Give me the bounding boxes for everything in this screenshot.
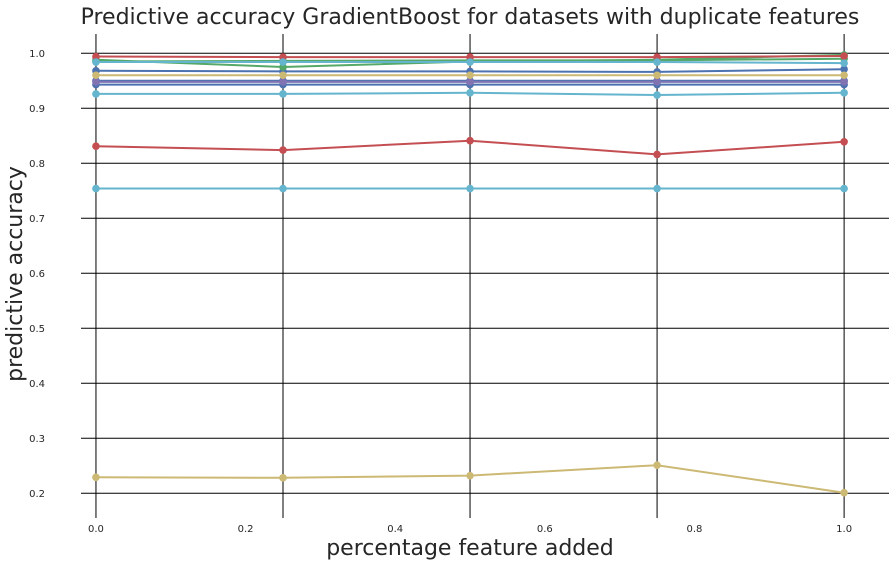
- series-7: [92, 78, 848, 86]
- data-point: [92, 142, 100, 150]
- data-point: [466, 89, 474, 97]
- data-point: [466, 184, 474, 193]
- series-9: [92, 461, 848, 497]
- data-point: [466, 136, 474, 145]
- y-tick-label: 0.4: [29, 379, 45, 390]
- series-10: [92, 89, 848, 99]
- y-axis-label: predictive accuracy: [3, 166, 28, 382]
- data-point: [653, 461, 661, 470]
- x-tick-label: 0.0: [88, 524, 104, 535]
- data-point: [653, 91, 661, 99]
- data-point: [840, 59, 848, 67]
- series-11: [92, 184, 848, 193]
- y-tick-label: 0.9: [29, 104, 45, 115]
- y-tick-label: 0.3: [29, 434, 45, 445]
- data-point: [466, 471, 474, 480]
- data-point: [840, 65, 848, 73]
- data-point: [92, 184, 100, 193]
- data-point: [466, 58, 474, 66]
- data-point: [92, 473, 100, 482]
- chart-title: Predictive accuracy GradientBoost for da…: [81, 5, 860, 30]
- series-lines: [92, 51, 848, 497]
- data-point: [840, 89, 848, 97]
- data-point: [92, 90, 100, 98]
- data-point: [279, 78, 287, 86]
- data-point: [279, 474, 287, 482]
- series-12: [92, 58, 848, 67]
- data-point: [279, 90, 287, 98]
- data-point: [840, 71, 848, 80]
- y-tick-label: 0.6: [29, 269, 45, 280]
- x-tick-label: 0.6: [537, 524, 553, 535]
- data-point: [653, 184, 661, 193]
- x-tick-label: 0.8: [687, 524, 703, 535]
- data-point: [279, 58, 287, 66]
- data-point: [279, 146, 287, 154]
- data-point: [840, 78, 848, 86]
- data-point: [92, 71, 100, 80]
- y-tick-label: 1.0: [29, 49, 45, 60]
- data-point: [840, 52, 848, 60]
- x-tick-label: 1.0: [836, 524, 852, 535]
- y-tick-label: 0.2: [29, 489, 45, 500]
- series-6: [92, 136, 848, 159]
- grid: [81, 34, 889, 518]
- x-tick-labels: 0.0 0.2 0.4 0.6 0.8 1.0: [88, 524, 852, 535]
- data-point: [279, 184, 287, 193]
- data-point: [92, 52, 100, 61]
- data-point: [840, 184, 848, 193]
- data-point: [92, 58, 100, 66]
- y-tick-label: 0.7: [29, 214, 45, 225]
- data-point: [653, 58, 661, 66]
- y-tick-label: 0.5: [29, 324, 45, 335]
- data-point: [92, 78, 100, 86]
- data-point: [466, 71, 474, 80]
- data-point: [653, 150, 661, 159]
- y-tick-labels: 0.2 0.3 0.4 0.5 0.6 0.7 0.8 0.9 1.0: [29, 49, 45, 500]
- x-tick-label: 0.2: [238, 524, 254, 535]
- y-tick-label: 0.8: [29, 159, 45, 170]
- data-point: [466, 78, 474, 86]
- data-point: [279, 71, 287, 80]
- data-point: [840, 488, 848, 497]
- x-tick-label: 0.4: [387, 524, 403, 535]
- data-point: [653, 71, 661, 80]
- series-8: [92, 71, 848, 80]
- data-point: [653, 78, 661, 86]
- x-axis-label: percentage feature added: [326, 536, 614, 561]
- data-point: [840, 138, 848, 146]
